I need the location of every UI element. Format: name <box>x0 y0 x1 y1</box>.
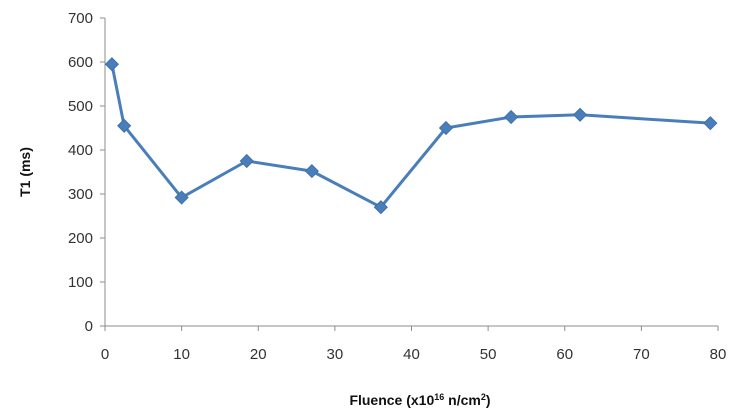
y-tick-label: 500 <box>68 98 93 115</box>
series-line <box>110 63 711 209</box>
series-group <box>104 57 718 215</box>
x-axis-title-superscript-exponent: 16 <box>434 392 444 402</box>
x-axis-title: Fluence (x1016 n/cm2) <box>349 392 490 408</box>
y-axis-title: T1 (ms) <box>17 147 33 197</box>
x-tick-label: 70 <box>633 346 650 363</box>
y-tick-label: 700 <box>68 10 93 27</box>
data-point-marker <box>304 164 319 179</box>
y-tick-label: 300 <box>68 186 93 203</box>
x-tick-group: 0 10 20 30 40 50 60 70 80 <box>101 326 727 363</box>
x-tick-label: 80 <box>710 346 727 363</box>
x-axis-title-superscript-squared: 2 <box>481 392 486 402</box>
y-tick-label: 600 <box>68 54 93 71</box>
data-point-marker <box>373 200 388 215</box>
x-axis-title-part-2: n/cm <box>444 392 481 408</box>
y-tick-label: 400 <box>68 142 93 159</box>
data-point-marker <box>438 120 454 136</box>
x-tick-label: 50 <box>480 346 497 363</box>
x-tick-label: 30 <box>327 346 344 363</box>
x-axis-title-part-1: Fluence (x10 <box>349 392 434 408</box>
data-point-marker <box>504 109 519 125</box>
data-point-marker <box>174 190 189 205</box>
x-tick-label: 10 <box>173 346 190 363</box>
data-point-marker <box>104 57 119 72</box>
data-point-marker <box>239 153 254 169</box>
y-tick-label: 0 <box>85 318 93 335</box>
y-tick-label: 200 <box>68 230 93 247</box>
data-point-marker <box>117 118 132 133</box>
y-tick-label: 100 <box>68 274 93 291</box>
x-tick-label: 20 <box>250 346 267 363</box>
y-tick-group: 0 100 200 300 400 500 600 700 <box>68 10 105 335</box>
data-point-marker <box>703 116 718 131</box>
x-tick-label: 0 <box>101 346 109 363</box>
x-axis-title-part-3: ) <box>486 392 491 408</box>
x-tick-label: 60 <box>556 346 573 363</box>
data-point-marker <box>573 107 588 122</box>
x-tick-label: 40 <box>403 346 420 363</box>
